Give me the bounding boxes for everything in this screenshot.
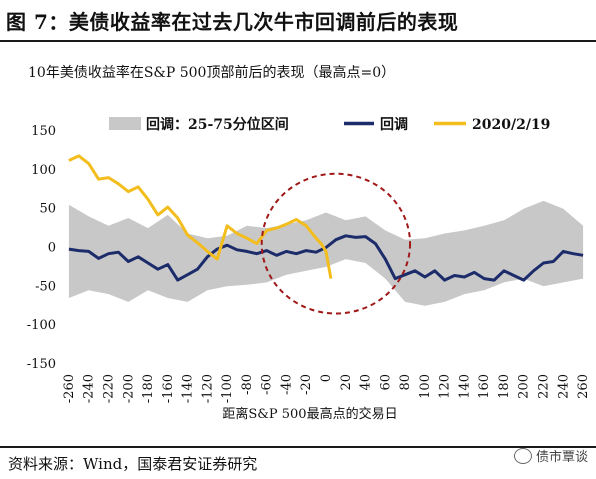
legend-label-current: 2020/2/19: [472, 117, 550, 133]
x-tick-label: 260: [576, 374, 591, 399]
x-tick-label: -80: [240, 374, 255, 395]
legend-label-band: 回调：25-75分位区间: [146, 116, 289, 133]
watermark: 债市覃谈: [513, 446, 588, 465]
y-tick-label: -100: [27, 318, 56, 333]
x-tick-label: -60: [260, 374, 275, 395]
x-tick-label: 180: [497, 374, 512, 399]
chart-title: 10年美债收益率在S&P 500顶部前后的表现（最高点=0）: [28, 65, 396, 81]
plot-layer: [68, 154, 584, 315]
y-tick-label: 150: [31, 124, 56, 139]
wechat-icon: [513, 447, 532, 464]
x-tick-label: 80: [398, 374, 413, 391]
x-tick-label: 160: [477, 374, 492, 399]
x-tick-label: -240: [82, 374, 97, 403]
y-tick-label: -150: [27, 357, 56, 372]
y-tick-label: -50: [35, 279, 56, 294]
x-tick-label: -180: [141, 374, 156, 403]
x-tick-label: 140: [457, 374, 472, 399]
bottom-rule: [0, 446, 596, 448]
x-tick-label: -20: [299, 374, 314, 395]
legend: 回调：25-75分位区间 回调 2020/2/19: [109, 116, 550, 133]
x-tick-label: 20: [339, 374, 354, 391]
watermark-text: 债市覃谈: [535, 450, 588, 465]
x-tick-label: -100: [220, 374, 235, 403]
x-tick-label: -120: [200, 374, 215, 403]
y-tick-label: 50: [39, 202, 56, 217]
x-tick-label: 240: [556, 374, 571, 399]
legend-swatch-band: [109, 117, 141, 130]
x-tick-label: -40: [279, 374, 294, 395]
y-tick-label: 0: [48, 241, 56, 256]
x-tick-label: 60: [378, 374, 393, 391]
x-axis: -260 -240 -220 -200 -180 -160 -140 -120 -100 -80-…: [62, 374, 591, 403]
legend-label-median: 回调: [380, 117, 408, 133]
x-tick-label: -220: [101, 374, 116, 403]
x-tick-label: 200: [517, 374, 532, 399]
x-tick-label: 120: [438, 374, 453, 399]
source-note: 资料来源：Wind，国泰君安证券研究: [8, 455, 258, 473]
figure-title: 图 7：美债收益率在过去几次牛市回调前后的表现: [6, 10, 459, 34]
x-tick-label: 0: [319, 374, 334, 382]
x-tick-label: -140: [181, 374, 196, 403]
x-tick-label: 100: [418, 374, 433, 399]
highlight-ellipse: [260, 172, 412, 315]
y-axis: 150 100 50 0 -50 -100 -150: [27, 124, 56, 372]
x-tick-label: 40: [359, 374, 374, 391]
top-rule: [0, 40, 596, 42]
series-line-current: [68, 154, 333, 279]
series-line-median: [68, 234, 584, 282]
x-tick-label: -200: [121, 374, 136, 403]
x-tick-label: -160: [161, 374, 176, 403]
x-tick-label: 220: [537, 374, 552, 399]
x-axis-label: 距离S&P 500最高点的交易日: [222, 406, 397, 422]
y-tick-label: 100: [31, 163, 56, 178]
x-tick-label: -260: [62, 374, 77, 403]
